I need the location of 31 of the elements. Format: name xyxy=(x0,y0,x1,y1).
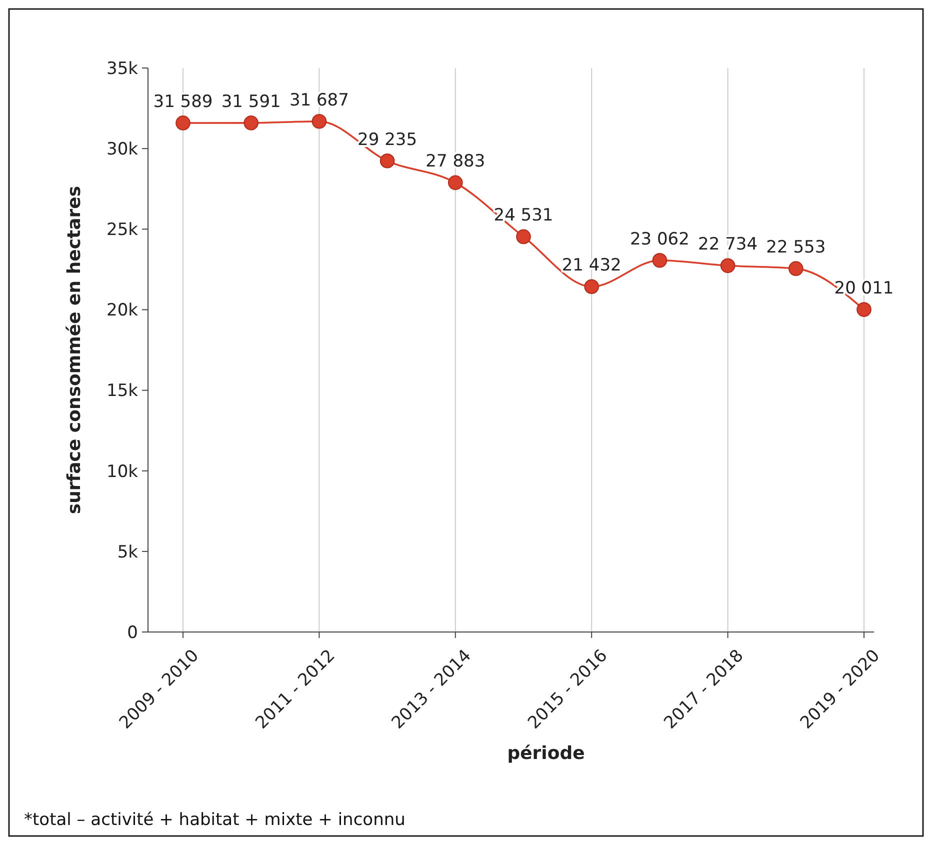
y-tick-label: 15k xyxy=(106,381,138,402)
point xyxy=(312,114,327,129)
point xyxy=(720,258,736,274)
point xyxy=(176,116,190,130)
y-tick-label: 35k xyxy=(106,58,138,79)
y-tick-label: 30k xyxy=(106,140,138,160)
point xyxy=(856,302,872,317)
point xyxy=(244,116,259,130)
data-label: 22 734 xyxy=(698,234,758,255)
text: *total – activité + habitat + mixte + inconnu xyxy=(24,810,406,830)
point xyxy=(380,154,395,168)
y-tick-label: 20k xyxy=(106,300,138,321)
x-axis-title: période xyxy=(507,743,585,764)
y-tick-label: 10k xyxy=(106,462,138,482)
y-axis-title: surface consommée en hectares xyxy=(64,186,85,514)
y-tick-label: 5k xyxy=(117,542,138,562)
point xyxy=(448,175,463,190)
data-label: 31 589 xyxy=(153,92,213,112)
point xyxy=(652,252,668,268)
y-tick-label: 0 xyxy=(127,622,138,643)
data-label: 31 591 xyxy=(221,92,281,112)
data-label: 31 687 xyxy=(289,90,349,110)
data-label: 29 235 xyxy=(358,130,418,150)
point xyxy=(584,279,600,294)
y-tick-label: 25k xyxy=(106,220,138,240)
point xyxy=(788,261,804,276)
data-label: 27 883 xyxy=(426,152,486,172)
data-label: 22 553 xyxy=(766,238,826,258)
data-label: 23 062 xyxy=(630,229,690,250)
point xyxy=(516,229,531,244)
data-label: 21 432 xyxy=(562,256,622,276)
